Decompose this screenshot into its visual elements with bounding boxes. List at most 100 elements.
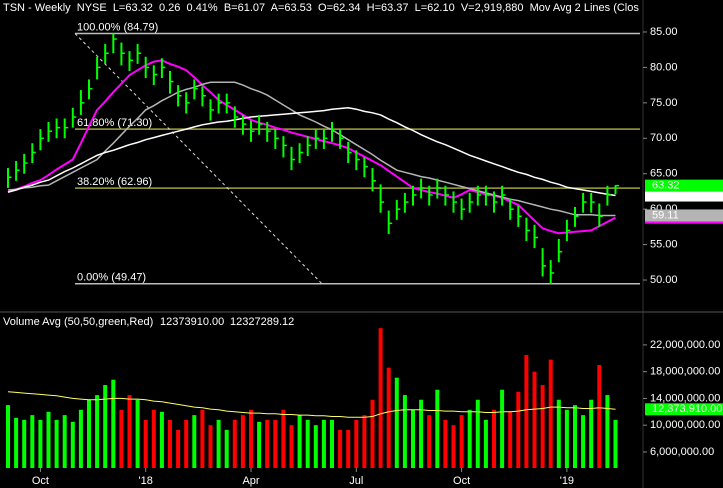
volume-bar [378,328,383,468]
volume-bar [143,419,148,468]
ma-tag [645,189,723,202]
volume-bar [119,409,124,468]
volume-bar [159,411,164,468]
y-tick-label: 10,000,000.00 [650,419,720,431]
volume-bar [370,399,375,468]
volume-bar [257,421,262,468]
volume-bar [135,399,140,468]
ma-tag-label: 59.11 [652,209,679,221]
volume-bar [192,415,197,468]
moving-average-line [7,59,616,235]
volume-bar [524,354,529,468]
volume-bar [613,419,618,468]
volume-bar [38,419,43,468]
volume-readout: 12373910.00 [160,316,224,328]
y-tick-label: 18,000,000.00 [650,366,720,378]
volume-bar [249,409,253,468]
volume-bar [354,419,359,468]
y-tick-label: 22,000,000.00 [650,339,720,351]
volume-readout: 12327289.12 [230,316,294,328]
volume-bar [273,419,278,468]
x-tick-label: Jul [349,475,363,487]
volume-bar [70,421,75,468]
volume-bar [232,419,237,468]
volume-bar [540,385,545,468]
volume-bar [597,364,602,468]
volume-bar [605,395,610,468]
volume-average-tag [645,403,723,416]
volume-bar [184,419,189,468]
volume-bar [208,425,213,468]
volume-bar [62,415,67,468]
y-tick-label: 6,000,000.00 [650,446,714,458]
volume-bar [402,395,407,468]
x-tick-label: '18 [139,475,153,487]
volume-bar [313,425,318,468]
volume-bar [30,415,35,468]
volume-bar [508,411,513,468]
volume-bar [289,425,294,468]
y-tick-label: 70.00 [650,132,678,144]
volume-bar [95,395,100,468]
volume-bar [151,409,156,468]
volume-bar [127,395,132,468]
volume-bar [362,415,367,468]
volume-bar [346,429,351,468]
volume-bar [573,405,577,468]
volume-bar [516,391,521,468]
y-tick-label: 85.00 [650,26,678,38]
ma-tag [645,209,723,222]
last-price-tag [645,179,723,192]
volume-bar [111,379,116,468]
volume-bar [475,399,480,468]
volume-bar [338,429,343,468]
volume-bar [54,419,59,468]
volume-bar [321,419,326,468]
y-tick-label: 65.00 [650,168,678,180]
volume-bar [483,419,488,468]
volume-bar [78,409,83,468]
y-tick-label: 50.00 [650,274,678,286]
volume-bar [443,419,448,468]
volume-average-tag-label: 12,373,910.00 [652,403,722,415]
volume-average-line [7,391,616,418]
volume-bar [297,415,302,468]
x-tick-label: Apr [242,475,259,487]
volume-bar [281,409,286,468]
fib-label: 61.80% (71.30) [77,117,152,129]
y-tick-label: 14,000,000.00 [650,392,720,404]
y-tick-label: 55.00 [650,238,678,250]
volume-bar [46,411,51,468]
volume-bar [581,415,586,468]
fib-trendline [74,33,323,285]
volume-bar [394,377,399,468]
volume-bar [176,429,181,468]
volume-bar [435,389,440,468]
volume-bar [564,409,569,468]
volume-bar [224,429,229,468]
chart-title: TSN - Weekly NYSE L=63.32 0.26 0.41% B=6… [3,2,639,14]
x-tick-label: Oct [453,475,470,487]
volume-bar [467,409,472,468]
volume-bar [459,415,464,468]
y-tick-label: 75.00 [650,97,678,109]
volume-bar [386,367,391,468]
volume-bar [305,419,310,468]
moving-average-line [7,81,616,217]
ma-tag-label: 61.92 [652,189,680,201]
fib-label: 100.00% (84.79) [77,21,158,33]
fib-label: 38.20% (62.96) [77,176,152,188]
volume-bar [556,399,561,468]
volume-bar [240,415,245,468]
volume-bar [14,417,19,468]
volume-bar [330,419,334,468]
volume-bar [200,409,205,468]
volume-bar [427,415,432,468]
x-tick-label: '19 [560,475,574,487]
y-tick-label: 80.00 [650,61,678,73]
volume-bar [411,409,415,468]
volume-bar [22,419,27,468]
fib-label: 0.00% (49.47) [77,272,146,284]
volume-bar [492,409,496,468]
